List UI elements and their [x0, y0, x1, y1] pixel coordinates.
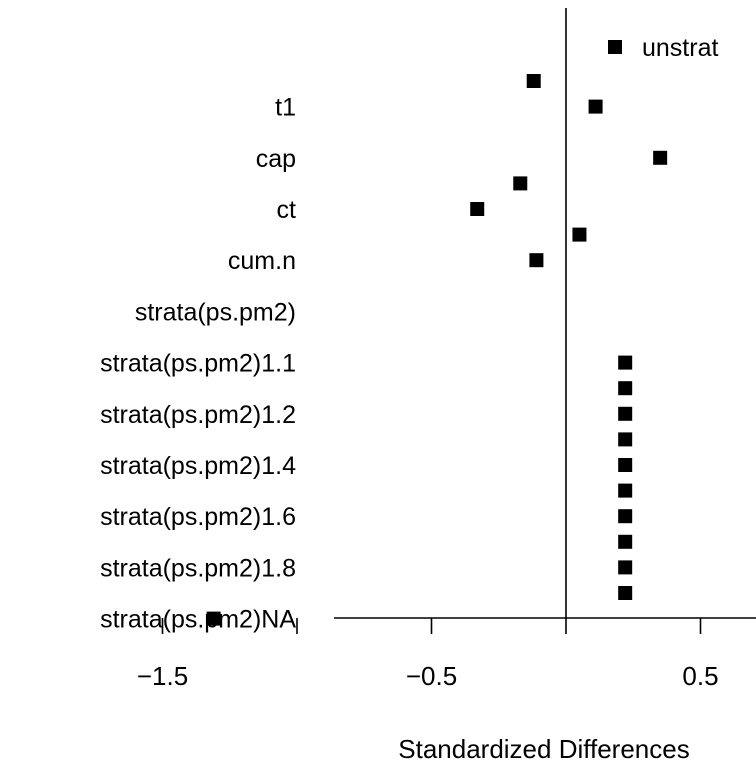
row-label: t1 [275, 94, 296, 122]
data-markers [206, 74, 668, 626]
x-tick-label: −0.5 [406, 661, 457, 691]
data-point-marker [618, 381, 633, 396]
data-point-marker [618, 432, 633, 447]
legend-label: unstrat [642, 34, 718, 62]
data-point-marker [572, 227, 587, 242]
data-point-marker [618, 355, 633, 370]
row-label: strata(ps.pm2)1.8 [100, 554, 296, 582]
data-point-marker [618, 458, 633, 472]
row-label: strata(ps.pm2)1.4 [100, 452, 296, 480]
data-point-marker [529, 253, 544, 268]
legend-marker [608, 40, 622, 54]
data-point-marker [653, 150, 668, 165]
row-label: ct [277, 196, 297, 224]
row-label: strata(ps.pm2)1.2 [100, 401, 296, 429]
row-label: cap [256, 145, 296, 173]
row-label: strata(ps.pm2)NA [100, 606, 296, 634]
data-point-marker [618, 560, 633, 575]
data-point-marker [588, 99, 603, 114]
legend: unstrat [608, 34, 718, 62]
x-tick-label: 0.5 [682, 661, 718, 691]
data-point-marker [618, 509, 633, 524]
data-point-marker [618, 406, 633, 421]
row-label: strata(ps.pm2) [135, 298, 296, 326]
row-label: strata(ps.pm2)1.6 [100, 503, 296, 531]
row-label: strata(ps.pm2)1.1 [100, 350, 296, 378]
row-labels: t1 cap ct cum.n strata(ps.pm2) strata(ps.pm2)… [100, 94, 296, 634]
data-point-marker [513, 176, 528, 191]
x-axis: −1.5 −0.5 0.5 [137, 617, 756, 691]
x-axis-title: Standardized Differences [398, 734, 689, 764]
row-label: cum.n [228, 247, 296, 275]
data-point-marker [618, 534, 633, 549]
x-tick-label: −1.5 [137, 661, 188, 691]
data-point-marker [618, 586, 633, 600]
data-point-marker [470, 202, 485, 216]
data-point-marker [526, 74, 541, 88]
data-point-marker [618, 483, 633, 498]
data-point-marker [206, 611, 221, 626]
